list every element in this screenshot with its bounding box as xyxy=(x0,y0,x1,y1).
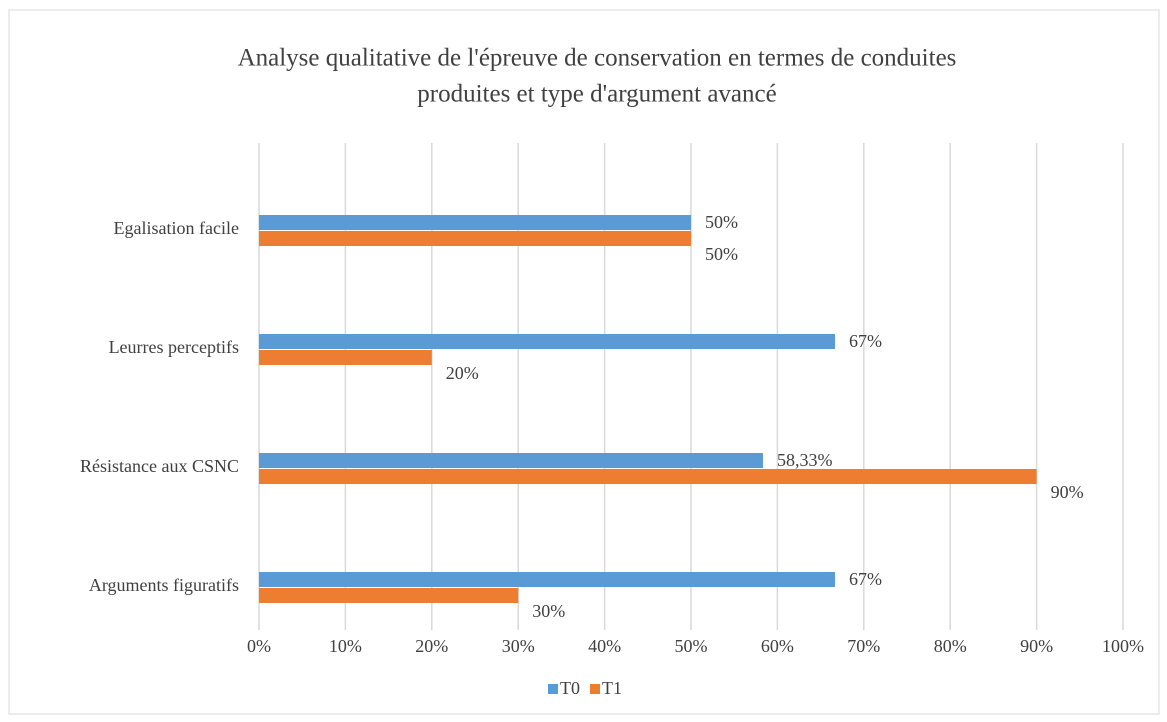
y-tick-label: Arguments figuratifs xyxy=(89,575,239,595)
data-label: 50% xyxy=(705,244,738,264)
legend-label: T0 xyxy=(560,678,580,698)
data-label: 50% xyxy=(705,212,738,232)
legend-swatch xyxy=(548,684,558,694)
data-label: 30% xyxy=(532,601,565,621)
bar xyxy=(259,231,691,246)
legend-swatch xyxy=(590,684,600,694)
bar xyxy=(259,334,836,349)
chart-subtitle: produites et type d'argument avancé xyxy=(417,81,776,108)
x-tick-label: 10% xyxy=(329,636,362,656)
bar xyxy=(259,215,691,230)
bar xyxy=(259,588,519,603)
y-tick-label: Leurres perceptifs xyxy=(109,337,239,357)
x-tick-label: 60% xyxy=(761,636,794,656)
x-tick-label: 0% xyxy=(247,636,271,656)
bar xyxy=(259,350,432,365)
y-tick-label: Résistance aux CSNC xyxy=(80,456,239,476)
bar xyxy=(259,453,763,468)
x-tick-label: 80% xyxy=(934,636,967,656)
data-label: 67% xyxy=(849,331,882,351)
data-label: 58,33% xyxy=(777,450,833,470)
bar xyxy=(259,469,1037,484)
data-label: 67% xyxy=(849,569,882,589)
x-tick-label: 40% xyxy=(588,636,621,656)
legend-label: T1 xyxy=(602,678,622,698)
x-tick-label: 20% xyxy=(415,636,448,656)
data-label: 90% xyxy=(1051,482,1084,502)
x-tick-label: 90% xyxy=(1020,636,1053,656)
x-tick-label: 70% xyxy=(847,636,880,656)
y-tick-label: Egalisation facile xyxy=(114,218,239,238)
x-tick-label: 100% xyxy=(1102,636,1144,656)
x-tick-label: 30% xyxy=(502,636,535,656)
data-label: 20% xyxy=(446,363,479,383)
chart-frame xyxy=(8,9,1160,715)
chart-title: Analyse qualitative de l'épreuve de cons… xyxy=(238,45,957,72)
bar xyxy=(259,572,836,587)
x-tick-label: 50% xyxy=(675,636,708,656)
